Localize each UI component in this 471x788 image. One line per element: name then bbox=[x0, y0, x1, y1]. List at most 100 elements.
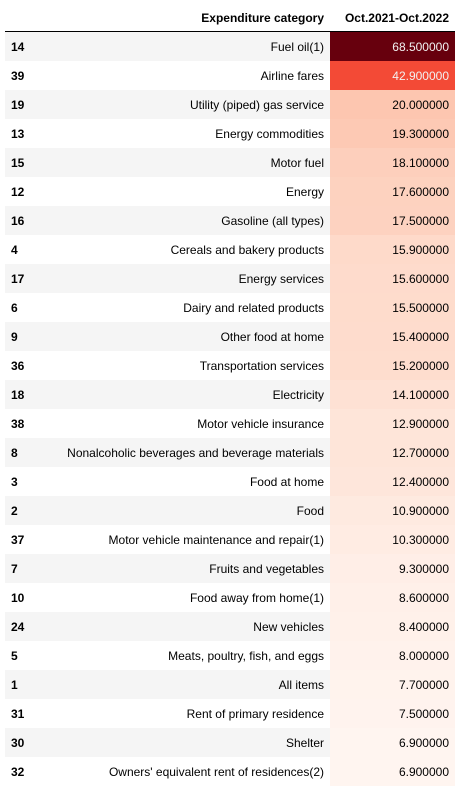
table-row: 38 Motor vehicle insurance 12.900000 bbox=[5, 409, 455, 438]
row-category: Energy bbox=[45, 177, 330, 206]
table-row: 31 Rent of primary residence 7.500000 bbox=[5, 699, 455, 728]
table-row: 19 Utility (piped) gas service 20.000000 bbox=[5, 90, 455, 119]
table-row: 32 Owners' equivalent rent of residences(… bbox=[5, 757, 455, 786]
table-row: 16 Gasoline (all types) 17.500000 bbox=[5, 206, 455, 235]
row-category: Motor fuel bbox=[45, 148, 330, 177]
row-index: 7 bbox=[5, 554, 45, 583]
header-row: Expenditure category Oct.2021-Oct.2022 bbox=[5, 5, 455, 32]
row-category: Food bbox=[45, 496, 330, 525]
row-value-cell: 12.900000 bbox=[330, 409, 455, 438]
row-index: 16 bbox=[5, 206, 45, 235]
row-index: 2 bbox=[5, 496, 45, 525]
row-value-cell: 12.400000 bbox=[330, 467, 455, 496]
row-index: 5 bbox=[5, 641, 45, 670]
table-row: 14 Fuel oil(1) 68.500000 bbox=[5, 31, 455, 61]
table-row: 1 All items 7.700000 bbox=[5, 670, 455, 699]
row-index: 12 bbox=[5, 177, 45, 206]
table-row: 30 Shelter 6.900000 bbox=[5, 728, 455, 757]
row-index: 31 bbox=[5, 699, 45, 728]
row-value-cell: 8.600000 bbox=[330, 583, 455, 612]
row-index: 36 bbox=[5, 351, 45, 380]
index-header bbox=[5, 5, 45, 32]
row-category: Motor vehicle insurance bbox=[45, 409, 330, 438]
row-category: Fruits and vegetables bbox=[45, 554, 330, 583]
row-value-cell: 17.600000 bbox=[330, 177, 455, 206]
row-value-cell: 12.700000 bbox=[330, 438, 455, 467]
row-value-cell: 10.900000 bbox=[330, 496, 455, 525]
row-index: 39 bbox=[5, 61, 45, 90]
row-value-cell: 15.600000 bbox=[330, 264, 455, 293]
row-value-cell: 68.500000 bbox=[330, 31, 455, 61]
table-row: 10 Food away from home(1) 8.600000 bbox=[5, 583, 455, 612]
table-row: 9 Other food at home 15.400000 bbox=[5, 322, 455, 351]
row-category: Energy commodities bbox=[45, 119, 330, 148]
row-value-cell: 17.500000 bbox=[330, 206, 455, 235]
row-category: Fuel oil(1) bbox=[45, 31, 330, 61]
table-row: 17 Energy services 15.600000 bbox=[5, 264, 455, 293]
row-value-cell: 42.900000 bbox=[330, 61, 455, 90]
row-index: 32 bbox=[5, 757, 45, 786]
row-value-cell: 15.900000 bbox=[330, 235, 455, 264]
row-index: 10 bbox=[5, 583, 45, 612]
row-category: Transportation services bbox=[45, 351, 330, 380]
row-value-cell: 15.200000 bbox=[330, 351, 455, 380]
row-category: Food at home bbox=[45, 467, 330, 496]
table-row: 5 Meats, poultry, fish, and eggs 8.000000 bbox=[5, 641, 455, 670]
table-row: 24 New vehicles 8.400000 bbox=[5, 612, 455, 641]
row-index: 14 bbox=[5, 31, 45, 61]
table-row: 7 Fruits and vegetables 9.300000 bbox=[5, 554, 455, 583]
row-value-cell: 9.300000 bbox=[330, 554, 455, 583]
row-category: Electricity bbox=[45, 380, 330, 409]
row-value-cell: 15.500000 bbox=[330, 293, 455, 322]
row-index: 37 bbox=[5, 525, 45, 554]
table-row: 2 Food 10.900000 bbox=[5, 496, 455, 525]
row-category: Rent of primary residence bbox=[45, 699, 330, 728]
row-category: All items bbox=[45, 670, 330, 699]
table-row: 36 Transportation services 15.200000 bbox=[5, 351, 455, 380]
table-row: 3 Food at home 12.400000 bbox=[5, 467, 455, 496]
row-category: Cereals and bakery products bbox=[45, 235, 330, 264]
row-index: 17 bbox=[5, 264, 45, 293]
row-value-cell: 6.900000 bbox=[330, 757, 455, 786]
row-category: Airline fares bbox=[45, 61, 330, 90]
row-index: 8 bbox=[5, 438, 45, 467]
expenditure-table: Expenditure category Oct.2021-Oct.2022 1… bbox=[5, 5, 455, 786]
row-index: 9 bbox=[5, 322, 45, 351]
row-index: 38 bbox=[5, 409, 45, 438]
table-row: 4 Cereals and bakery products 15.900000 bbox=[5, 235, 455, 264]
row-value-cell: 7.500000 bbox=[330, 699, 455, 728]
row-value-cell: 7.700000 bbox=[330, 670, 455, 699]
row-index: 15 bbox=[5, 148, 45, 177]
row-index: 30 bbox=[5, 728, 45, 757]
row-value-cell: 19.300000 bbox=[330, 119, 455, 148]
row-value-cell: 10.300000 bbox=[330, 525, 455, 554]
row-index: 6 bbox=[5, 293, 45, 322]
row-category: Other food at home bbox=[45, 322, 330, 351]
row-index: 18 bbox=[5, 380, 45, 409]
table-row: 15 Motor fuel 18.100000 bbox=[5, 148, 455, 177]
row-category: Energy services bbox=[45, 264, 330, 293]
row-value-cell: 14.100000 bbox=[330, 380, 455, 409]
row-value-cell: 15.400000 bbox=[330, 322, 455, 351]
row-value-cell: 20.000000 bbox=[330, 90, 455, 119]
row-value-cell: 8.000000 bbox=[330, 641, 455, 670]
row-index: 24 bbox=[5, 612, 45, 641]
table-row: 18 Electricity 14.100000 bbox=[5, 380, 455, 409]
row-index: 1 bbox=[5, 670, 45, 699]
row-category: New vehicles bbox=[45, 612, 330, 641]
row-category: Nonalcoholic beverages and beverage mate… bbox=[45, 438, 330, 467]
row-category: Motor vehicle maintenance and repair(1) bbox=[45, 525, 330, 554]
row-value-cell: 18.100000 bbox=[330, 148, 455, 177]
row-category: Gasoline (all types) bbox=[45, 206, 330, 235]
row-category: Shelter bbox=[45, 728, 330, 757]
row-category: Utility (piped) gas service bbox=[45, 90, 330, 119]
table-row: 6 Dairy and related products 15.500000 bbox=[5, 293, 455, 322]
table-header: Expenditure category Oct.2021-Oct.2022 bbox=[5, 5, 455, 32]
table-row: 37 Motor vehicle maintenance and repair(1… bbox=[5, 525, 455, 554]
table-row: 39 Airline fares 42.900000 bbox=[5, 61, 455, 90]
row-category: Dairy and related products bbox=[45, 293, 330, 322]
row-index: 13 bbox=[5, 119, 45, 148]
row-category: Food away from home(1) bbox=[45, 583, 330, 612]
row-index: 19 bbox=[5, 90, 45, 119]
row-value-cell: 6.900000 bbox=[330, 728, 455, 757]
